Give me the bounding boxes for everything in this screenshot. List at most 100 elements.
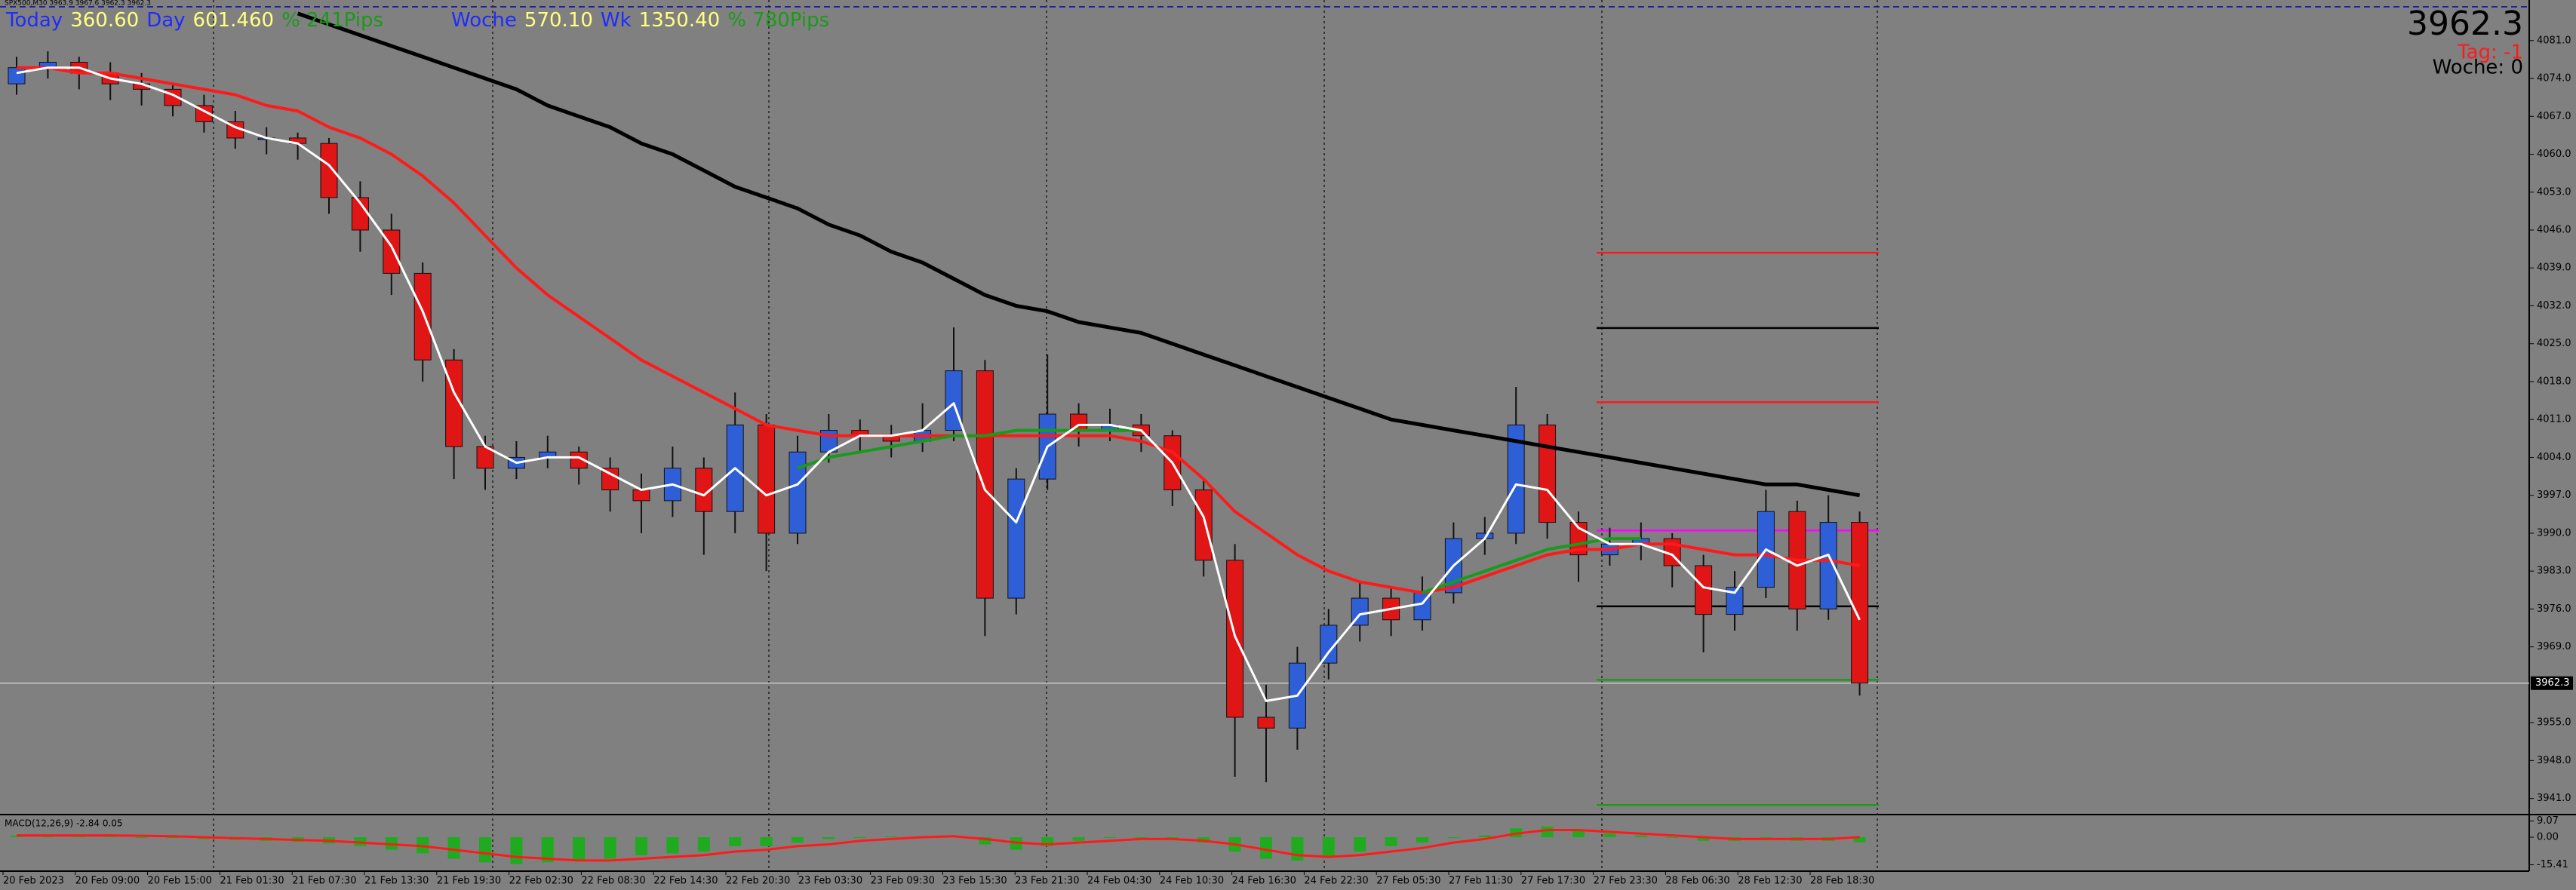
- header-item: 360.60: [70, 9, 139, 32]
- header-item: Wk: [601, 9, 632, 32]
- candle-body: [570, 451, 588, 469]
- x-tick-label: 21 Feb 07:30: [292, 876, 356, 887]
- macd-tick-label: 9.07: [2537, 815, 2559, 827]
- macd-bar: [760, 837, 773, 846]
- macd-bar: [104, 836, 117, 838]
- macd-bar: [447, 837, 460, 859]
- header-item: 570.10: [524, 9, 593, 32]
- macd-bar: [1447, 837, 1460, 839]
- y-tick-label: 4053.0: [2537, 186, 2571, 198]
- macd-bar: [853, 837, 866, 839]
- x-tick-label: 28 Feb 06:30: [1665, 876, 1729, 887]
- macd-bar: [792, 837, 804, 843]
- candle-body: [1257, 717, 1275, 729]
- y-tick-label: 4046.0: [2537, 224, 2571, 235]
- header-item: 601.460: [193, 9, 275, 32]
- header-item: % 780Pips: [727, 9, 829, 32]
- y-tick-label: 4032.0: [2537, 300, 2571, 312]
- y-tick-label: 3948.0: [2537, 755, 2571, 766]
- candle-body: [976, 370, 994, 599]
- macd-bar: [541, 837, 554, 863]
- x-tick-label: 22 Feb 14:30: [653, 876, 718, 887]
- moving-average-line: [297, 11, 1861, 498]
- y-tick-label: 3997.0: [2537, 490, 2571, 501]
- header-item: Woche: [451, 9, 517, 32]
- y-tick-label: 4018.0: [2537, 376, 2571, 387]
- x-tick-label: 22 Feb 08:30: [581, 876, 645, 887]
- x-tick-label: 24 Feb 16:30: [1232, 876, 1296, 887]
- y-tick-label: 4025.0: [2537, 338, 2571, 349]
- candle-body: [788, 451, 807, 534]
- macd-tick-label: -15.41: [2537, 859, 2568, 870]
- macd-bar: [1135, 837, 1148, 839]
- x-tick-label: 23 Feb 21:30: [1015, 876, 1079, 887]
- week-label: Woche: 0: [2433, 57, 2523, 79]
- candle-body: [320, 143, 338, 198]
- macd-bar: [167, 837, 179, 839]
- moving-average-line: [17, 66, 1860, 594]
- candle-body: [1507, 424, 1525, 534]
- x-tick-label: 23 Feb 15:30: [942, 876, 1007, 887]
- candle-body: [1320, 625, 1338, 664]
- macd-bar: [1104, 837, 1116, 839]
- macd-bar: [1291, 837, 1304, 861]
- candle-body: [695, 468, 713, 512]
- y-tick-label: 4011.0: [2537, 414, 2571, 425]
- macd-bar: [979, 837, 991, 845]
- macd-bar: [1416, 837, 1428, 843]
- candle-body: [1819, 522, 1837, 609]
- candle-body: [413, 272, 432, 361]
- macd-label: MACD(12,26,9) -2.84 0.05: [5, 818, 123, 829]
- y-tick-label: 3990.0: [2537, 527, 2571, 539]
- candle-body: [1194, 490, 1213, 561]
- candle-body: [1007, 478, 1025, 599]
- x-tick-label: 24 Feb 10:30: [1160, 876, 1224, 887]
- macd-bar: [1697, 837, 1710, 841]
- y-tick-label: 3983.0: [2537, 566, 2571, 577]
- candle-body: [1695, 565, 1713, 615]
- header-item: % 241Pips: [281, 9, 383, 32]
- x-tick-label: 20 Feb 2023: [3, 876, 64, 887]
- x-tick-label: 27 Feb 11:30: [1449, 876, 1513, 887]
- symbol-info: SPX500,M30 3963.9 3967.6 3962.3 3962.3: [5, 0, 151, 8]
- y-tick-label: 4067.0: [2537, 111, 2571, 122]
- x-tick-label: 23 Feb 09:30: [871, 876, 935, 887]
- y-tick-label: 4081.0: [2537, 35, 2571, 46]
- macd-bar: [1478, 835, 1491, 838]
- x-tick-label: 21 Feb 19:30: [437, 876, 501, 887]
- header-item: 1350.40: [639, 9, 721, 32]
- macd-bar: [1322, 837, 1335, 858]
- macd-signal-line: [17, 829, 1860, 862]
- x-tick-label: 20 Feb 09:00: [75, 876, 140, 887]
- candle-body: [1539, 424, 1557, 523]
- macd-bar: [1541, 826, 1554, 838]
- x-tick-label: 24 Feb 22:30: [1304, 876, 1368, 887]
- macd-bar: [1666, 837, 1679, 839]
- macd-bar: [479, 837, 491, 863]
- candle-body: [8, 67, 26, 84]
- macd-bar: [1634, 835, 1647, 838]
- x-tick-label: 27 Feb 23:30: [1594, 876, 1658, 887]
- y-tick-label: 3955.0: [2537, 717, 2571, 729]
- macd-bar: [635, 837, 647, 855]
- y-tick-label: 3976.0: [2537, 603, 2571, 615]
- candle-body: [758, 424, 776, 534]
- macd-bar: [1041, 837, 1054, 846]
- macd-bar: [510, 837, 523, 864]
- macd-bar: [885, 836, 898, 838]
- y-tick-label: 4060.0: [2537, 149, 2571, 160]
- macd-bar: [1072, 837, 1085, 841]
- x-tick-label: 28 Feb 18:30: [1810, 876, 1874, 887]
- day-label: Tag: -1: [2457, 41, 2523, 64]
- y-tick-label: 4074.0: [2537, 73, 2571, 84]
- macd-bar: [822, 837, 835, 839]
- x-tick-label: 23 Feb 03:30: [798, 876, 862, 887]
- y-tick-label: 3941.0: [2537, 793, 2571, 804]
- header-item: Day: [146, 9, 185, 32]
- current-price: 3962.3: [2407, 5, 2523, 43]
- macd-bar: [135, 837, 148, 839]
